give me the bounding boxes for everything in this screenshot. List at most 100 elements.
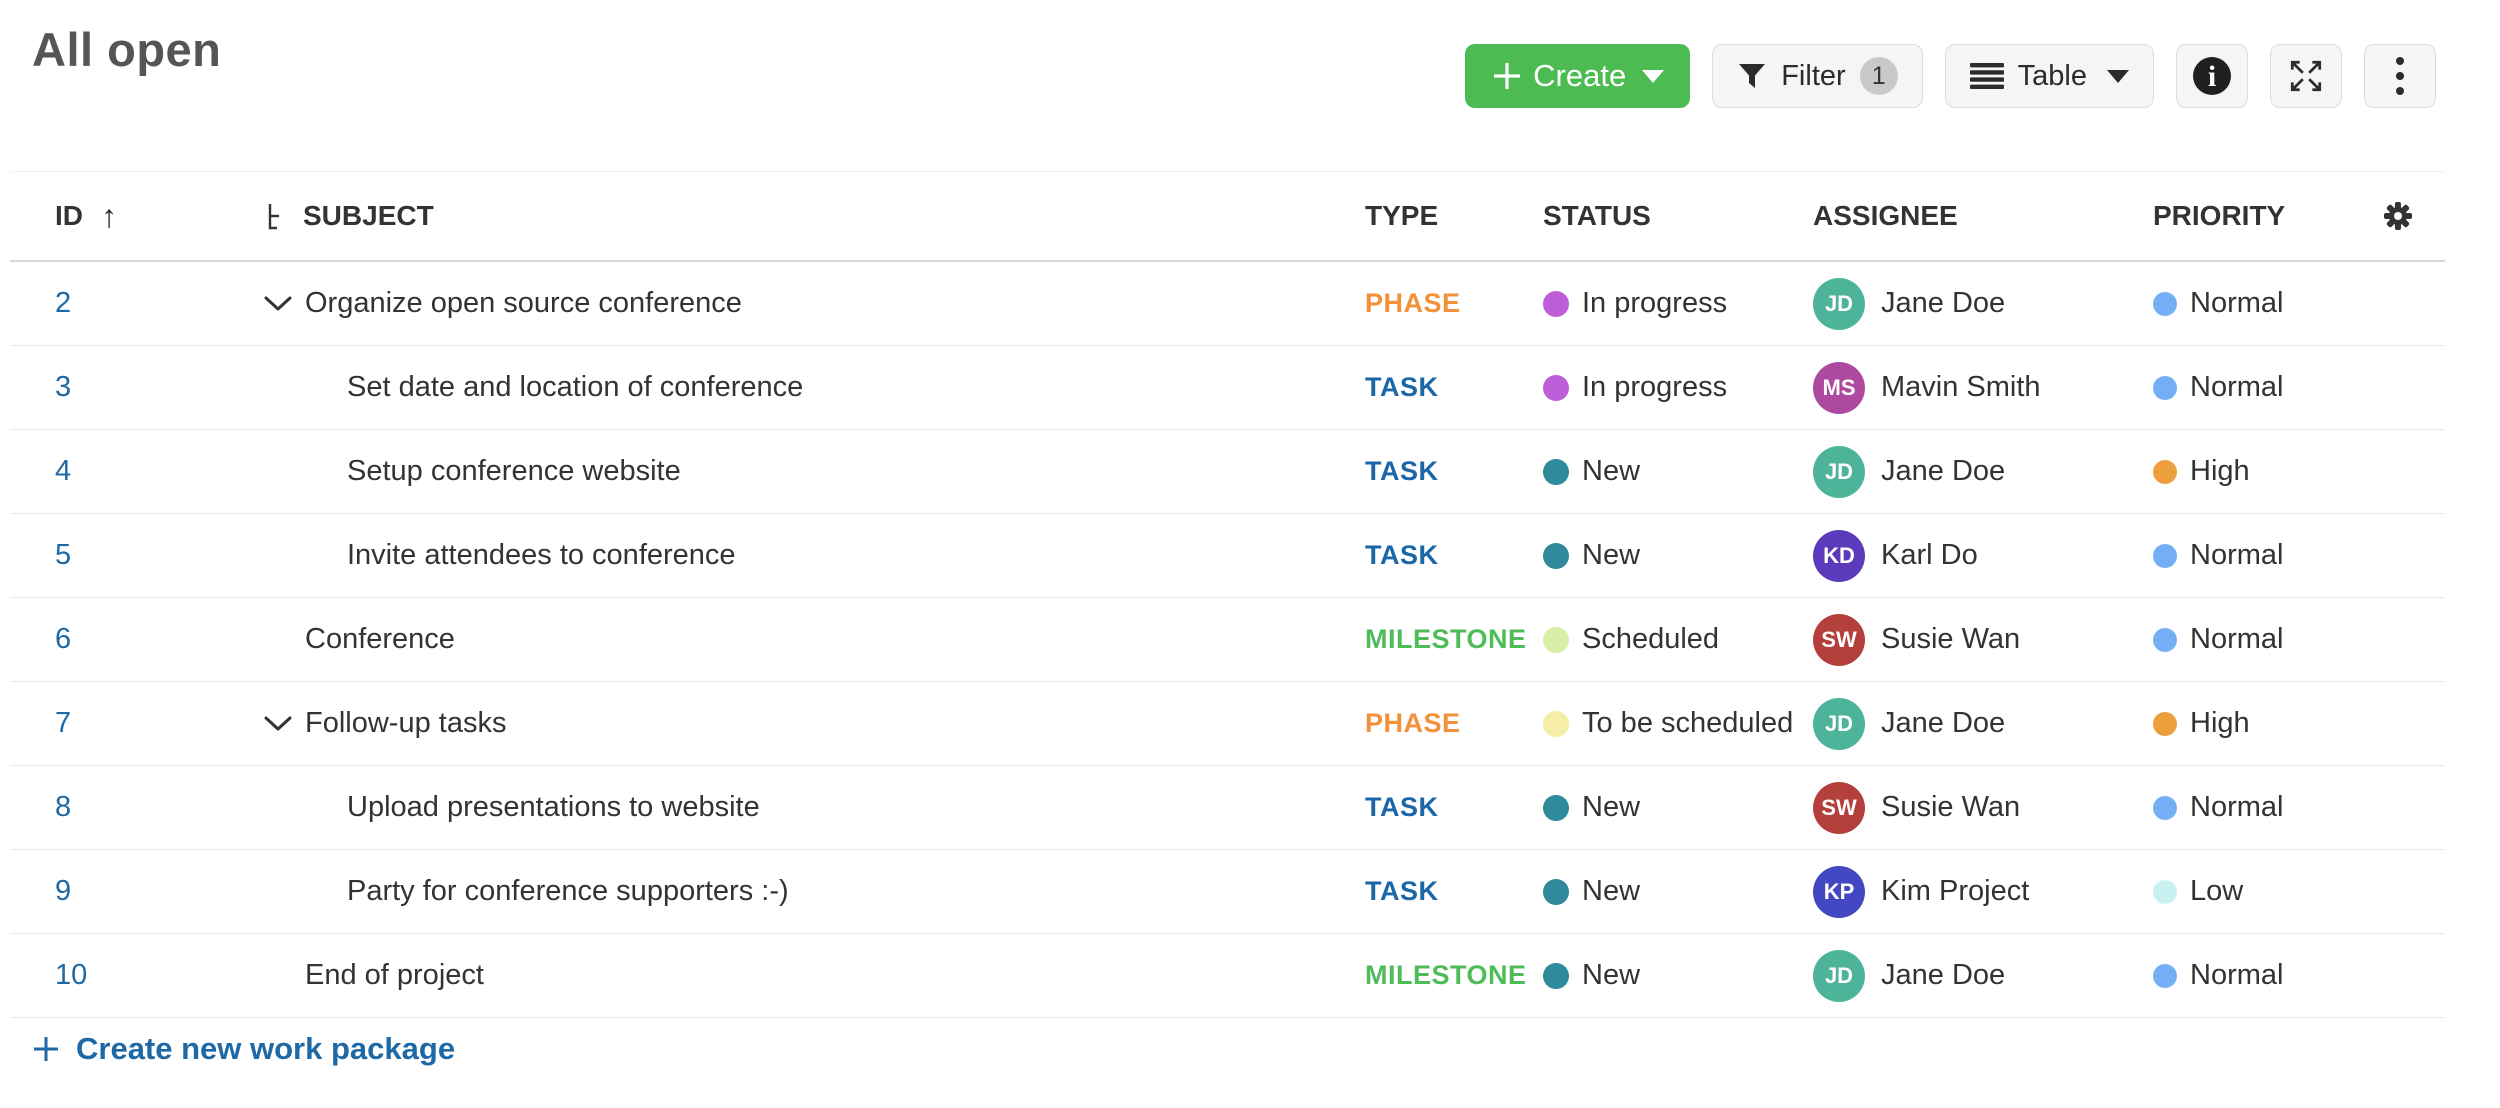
fullscreen-button[interactable] (2270, 44, 2342, 108)
work-package-id-link[interactable]: 10 (55, 959, 88, 991)
priority-dot-icon (2153, 963, 2177, 988)
table-row[interactable]: 9 Party for conference supporters :-) TA… (10, 850, 2445, 934)
hierarchy-icon (265, 202, 289, 230)
subject-cell[interactable]: Invite attendees to conference (260, 539, 1355, 572)
status-dot-icon (1543, 542, 1569, 569)
create-work-package-link[interactable]: Create new work package (32, 1024, 455, 1074)
table-row[interactable]: 5 Invite attendees to conference TASK Ne… (10, 514, 2445, 598)
assignee-name[interactable]: Jane Doe (1881, 287, 2006, 319)
type-cell: PHASE (1355, 288, 1535, 319)
avatar: SW (1813, 613, 1865, 666)
assignee-name[interactable]: Karl Do (1881, 539, 1978, 571)
priority-dot-icon (2153, 795, 2177, 820)
info-icon: i (2191, 55, 2233, 97)
column-header-status[interactable]: STATUS (1535, 200, 1805, 232)
info-button[interactable]: i (2176, 44, 2248, 108)
assignee-name[interactable]: Jane Doe (1881, 707, 2006, 739)
status-label[interactable]: New (1582, 539, 1641, 571)
subject-cell[interactable]: Upload presentations to website (260, 791, 1355, 824)
column-header-subject[interactable]: SUBJECT (260, 200, 1355, 232)
work-package-id-link[interactable]: 9 (55, 875, 72, 907)
more-options-button[interactable] (2364, 44, 2436, 108)
status-label[interactable]: New (1582, 959, 1641, 991)
subject-cell[interactable]: Follow-up tasks (260, 707, 1355, 740)
table-row[interactable]: 2 Organize open source conference PHASE … (10, 262, 2445, 346)
assignee-name[interactable]: Kim Project (1881, 875, 2030, 907)
table-row[interactable]: 4 Setup conference website TASK New JD J… (10, 430, 2445, 514)
status-label[interactable]: New (1582, 455, 1641, 487)
collapse-chevron-icon[interactable] (263, 715, 305, 733)
assignee-name[interactable]: Jane Doe (1881, 455, 2006, 487)
assignee-name[interactable]: Susie Wan (1881, 791, 2021, 823)
assignee-name[interactable]: Jane Doe (1881, 959, 2006, 991)
work-package-id-link[interactable]: 4 (55, 455, 72, 487)
collapse-chevron-icon[interactable] (263, 295, 305, 313)
type-cell: PHASE (1355, 708, 1535, 739)
type-label[interactable]: TASK (1365, 792, 1439, 822)
priority-cell: Normal (2145, 539, 2350, 572)
status-cell: New (1535, 539, 1805, 572)
table-row[interactable]: 7 Follow-up tasks PHASE To be scheduled … (10, 682, 2445, 766)
id-cell: 6 (10, 623, 260, 656)
subject-cell[interactable]: Set date and location of conference (260, 371, 1355, 404)
status-cell: In progress (1535, 371, 1805, 404)
column-header-assignee[interactable]: ASSIGNEE (1805, 200, 2145, 232)
type-label[interactable]: MILESTONE (1365, 624, 1527, 654)
type-label[interactable]: MILESTONE (1365, 960, 1527, 990)
create-work-package-link-label: Create new work package (76, 1031, 456, 1066)
table-settings-button[interactable] (2350, 201, 2445, 231)
type-label[interactable]: PHASE (1365, 288, 1461, 318)
work-package-id-link[interactable]: 6 (55, 623, 72, 655)
column-header-id[interactable]: ID ↑ (10, 200, 260, 232)
priority-label[interactable]: Normal (2190, 623, 2284, 655)
priority-label[interactable]: Low (2190, 875, 2244, 907)
priority-label[interactable]: Normal (2190, 539, 2284, 571)
column-header-priority-label: PRIORITY (2153, 200, 2286, 231)
assignee-name[interactable]: Mavin Smith (1881, 371, 2041, 403)
status-label[interactable]: New (1582, 875, 1641, 907)
work-package-id-link[interactable]: 5 (55, 539, 72, 571)
subject-cell[interactable]: Setup conference website (260, 455, 1355, 488)
type-label[interactable]: TASK (1365, 540, 1439, 570)
table-row[interactable]: 8 Upload presentations to website TASK N… (10, 766, 2445, 850)
type-label[interactable]: TASK (1365, 876, 1439, 906)
status-label[interactable]: In progress (1582, 371, 1728, 403)
subject-cell[interactable]: Organize open source conference (260, 287, 1355, 320)
assignee-name[interactable]: Susie Wan (1881, 623, 2021, 655)
status-label[interactable]: Scheduled (1582, 623, 1720, 655)
type-label[interactable]: PHASE (1365, 708, 1461, 738)
subject-cell[interactable]: Conference (260, 623, 1355, 656)
table-row[interactable]: 6 Conference MILESTONE Scheduled SW Susi… (10, 598, 2445, 682)
table-row[interactable]: 3 Set date and location of conference TA… (10, 346, 2445, 430)
column-header-type[interactable]: TYPE (1355, 200, 1535, 232)
type-label[interactable]: TASK (1365, 456, 1439, 486)
priority-label[interactable]: Normal (2190, 791, 2284, 823)
column-header-priority[interactable]: PRIORITY (2145, 200, 2350, 232)
priority-label[interactable]: Normal (2190, 287, 2284, 319)
view-mode-button[interactable]: Table (1944, 44, 2154, 108)
assignee-cell: SW Susie Wan (1805, 613, 2145, 666)
work-package-id-link[interactable]: 3 (55, 371, 72, 403)
priority-cell: Low (2145, 875, 2350, 908)
priority-label[interactable]: Normal (2190, 371, 2284, 403)
status-label[interactable]: To be scheduled (1582, 707, 1794, 739)
filter-button[interactable]: Filter 1 (1712, 44, 1923, 108)
create-button[interactable]: Create (1465, 44, 1691, 108)
subject-cell[interactable]: End of project (260, 959, 1355, 992)
priority-label[interactable]: Normal (2190, 959, 2284, 991)
work-package-id-link[interactable]: 2 (55, 287, 72, 319)
type-cell: TASK (1355, 456, 1535, 487)
status-label[interactable]: New (1582, 791, 1641, 823)
status-label[interactable]: In progress (1582, 287, 1728, 319)
priority-label[interactable]: High (2190, 455, 2250, 487)
priority-dot-icon (2153, 459, 2177, 484)
column-header-assignee-label: ASSIGNEE (1813, 200, 1958, 231)
type-label[interactable]: TASK (1365, 372, 1439, 402)
work-package-id-link[interactable]: 8 (55, 791, 72, 823)
indent-spacer (263, 387, 305, 388)
table-row[interactable]: 10 End of project MILESTONE New JD Jane … (10, 934, 2445, 1018)
subject-cell[interactable]: Party for conference supporters :-) (260, 875, 1355, 908)
plus-icon (1491, 60, 1523, 92)
work-package-id-link[interactable]: 7 (55, 707, 72, 739)
priority-label[interactable]: High (2190, 707, 2250, 739)
